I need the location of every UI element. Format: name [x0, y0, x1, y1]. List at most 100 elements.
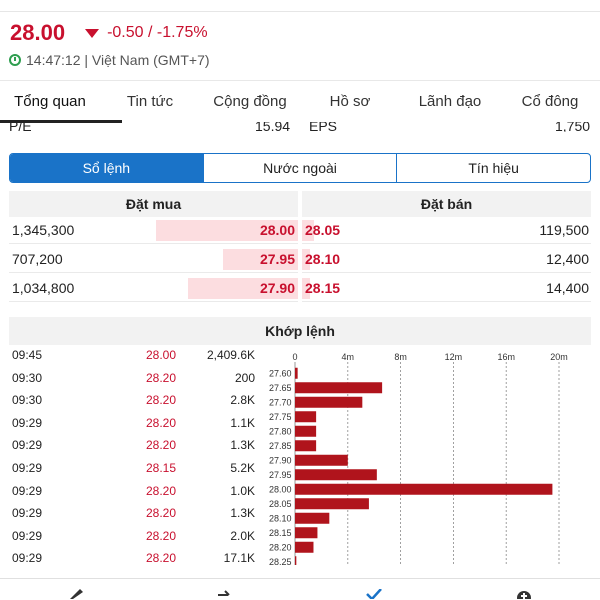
clock-icon	[9, 54, 21, 66]
y-tick-label: 27.95	[269, 470, 292, 480]
buy-depth-bar	[188, 278, 298, 299]
trade-volume: 200	[234, 370, 255, 385]
sell-volume: 14,400	[546, 280, 589, 296]
trade-time: 09:29	[12, 528, 43, 543]
volume-bar	[295, 527, 318, 539]
buy-level-row[interactable]: 1,034,800 27.90	[9, 275, 298, 302]
buy-header: Đặt mua	[9, 191, 298, 217]
buy-volume: 1,034,800	[12, 280, 75, 296]
swap-icon[interactable]	[216, 589, 232, 599]
matched-header: Khớp lệnh	[9, 317, 591, 345]
trade-row: 09:30 28.20 200	[9, 367, 259, 390]
segment-foreign[interactable]: Nước ngoài	[202, 154, 397, 182]
trade-price: 28.20	[146, 370, 177, 385]
trade-time: 09:29	[12, 551, 43, 566]
quote-time-text: 14:47:12 | Việt Nam (GMT+7)	[26, 52, 210, 68]
sell-price: 28.05	[305, 222, 341, 238]
add-icon[interactable]	[516, 589, 532, 599]
buy-level-row[interactable]: 707,200 27.95	[9, 246, 298, 273]
trade-price: 28.20	[146, 528, 177, 543]
segment-order-book[interactable]: Sổ lệnh	[10, 154, 203, 182]
volume-bar	[295, 483, 553, 495]
trade-volume: 17.1K	[223, 551, 255, 566]
check-icon[interactable]	[366, 589, 382, 599]
trade-time: 09:29	[12, 483, 43, 498]
trade-row: 09:29 28.20 1.1K	[9, 412, 259, 435]
y-tick-label: 27.70	[269, 397, 292, 407]
volume-bar	[295, 512, 330, 524]
volume-by-price-chart: 0 4m 8m 12m 16m 20m 27.60 27.65 27.70 27.75 27.80 2…	[269, 352, 568, 565]
trade-volume: 1.3K	[230, 438, 255, 453]
segment-signals[interactable]: Tín hiệu	[396, 154, 590, 182]
y-tick-label: 28.25	[269, 557, 292, 565]
y-tick-label: 28.05	[269, 499, 292, 509]
x-tick-label: 12m	[445, 352, 463, 362]
y-tick-label: 27.90	[269, 455, 292, 465]
tab-leadership[interactable]: Lãnh đạo	[418, 93, 482, 110]
sell-price: 28.10	[305, 251, 341, 267]
sell-header: Đặt bán	[302, 191, 591, 217]
sell-level-row[interactable]: 28.05 119,500	[302, 217, 591, 244]
trade-row: 09:29 28.20 17.1K	[9, 547, 259, 570]
price-change: -0.50 / -1.75%	[107, 24, 208, 41]
y-tick-label: 27.65	[269, 383, 292, 393]
sell-depth-bar	[302, 249, 310, 270]
trade-row: 09:29 28.20 1.0K	[9, 480, 259, 503]
trade-row: 09:29 28.20 1.3K	[9, 502, 259, 525]
tab-overview[interactable]: Tổng quan	[14, 93, 86, 110]
sell-depth-bar	[302, 220, 314, 241]
x-tick-label: 8m	[394, 352, 407, 362]
y-tick-label: 28.20	[269, 542, 292, 552]
volume-bar	[295, 396, 363, 408]
trade-volume: 2,409.6K	[206, 348, 255, 362]
down-arrow-icon	[85, 28, 100, 38]
volume-bar	[295, 411, 317, 423]
trade-volume: 1.3K	[230, 506, 255, 521]
sell-level-row[interactable]: 28.10 12,400	[302, 246, 591, 273]
bottom-toolbar	[0, 578, 600, 600]
tab-shareholders[interactable]: Cổ đông	[521, 93, 579, 110]
tab-profile[interactable]: Hồ sơ	[329, 93, 371, 110]
trade-volume: 1.1K	[230, 415, 255, 430]
y-tick-label: 28.00	[269, 484, 292, 494]
trade-price: 28.20	[146, 506, 177, 521]
x-tick-label: 0	[292, 352, 297, 362]
y-tick-label: 27.85	[269, 441, 292, 451]
volume-bar	[295, 498, 369, 510]
tab-news[interactable]: Tin tức	[126, 93, 174, 110]
trade-row: 09:45 28.00 2,409.6K	[9, 344, 259, 367]
volume-bar	[295, 367, 298, 379]
buy-price: 27.95	[259, 251, 295, 267]
trade-time: 09:29	[12, 461, 43, 475]
volume-bar	[295, 454, 348, 466]
trade-price: 28.20	[146, 393, 177, 408]
trade-price: 28.20	[146, 438, 177, 453]
tab-community[interactable]: Cộng đồng	[213, 93, 287, 110]
sell-volume: 119,500	[539, 222, 589, 238]
trade-price: 28.20	[146, 483, 177, 498]
y-tick-label: 27.75	[269, 412, 292, 422]
buy-volume: 1,345,300	[12, 222, 75, 238]
x-tick-label: 4m	[342, 352, 355, 362]
trade-volume: 2.0K	[230, 528, 255, 543]
sell-level-row[interactable]: 28.15 14,400	[302, 275, 591, 302]
trade-time: 09:29	[12, 506, 43, 521]
trade-time: 09:29	[12, 415, 43, 430]
trade-row: 09:29 28.15 5.2K	[9, 457, 259, 480]
buy-price: 27.90	[259, 280, 295, 296]
pencil-icon[interactable]	[68, 589, 84, 599]
volume-bar	[295, 440, 317, 452]
orderbook-segmented-control: Sổ lệnh Nước ngoài Tín hiệu	[9, 153, 591, 183]
sell-volume: 12,400	[546, 251, 589, 267]
trade-time: 09:29	[12, 438, 43, 453]
active-tab-indicator	[0, 120, 122, 123]
x-tick-label: 16m	[497, 352, 515, 362]
buy-depth-bar	[222, 249, 298, 270]
top-edge	[0, 0, 600, 12]
sell-price: 28.15	[305, 280, 341, 296]
buy-level-row[interactable]: 1,345,300 28.00	[9, 217, 298, 244]
sell-depth-bar	[302, 278, 310, 299]
trade-price: 28.00	[146, 348, 177, 362]
volume-bar	[295, 556, 297, 565]
trade-volume: 5.2K	[230, 461, 255, 475]
